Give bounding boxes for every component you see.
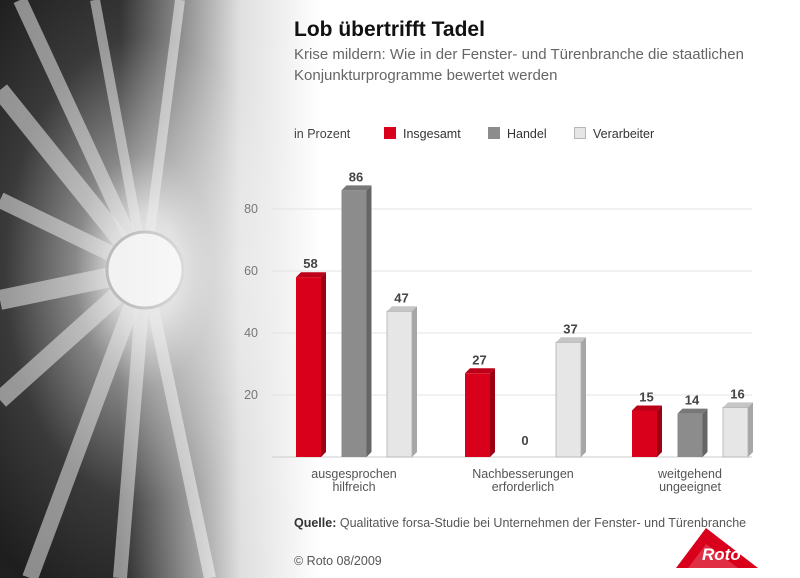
bar-top <box>723 402 753 408</box>
source-text: Qualitative forsa-Studie bei Unternehmen… <box>339 516 747 530</box>
data-label: 86 <box>349 169 363 184</box>
data-label: 27 <box>472 352 486 367</box>
bar <box>632 410 657 457</box>
bar-side <box>581 337 586 457</box>
category-label: hilfreich <box>332 480 375 494</box>
category-label: ungeeignet <box>659 480 721 494</box>
category-label: weitgehend <box>657 467 722 481</box>
bar-side <box>490 368 495 457</box>
bar-side <box>366 185 372 457</box>
y-tick-label: 60 <box>244 264 258 278</box>
data-label: 58 <box>303 256 317 271</box>
bar-top <box>632 405 662 411</box>
chart-subtitle: Krise mildern: Wie in der Fenster- und T… <box>294 46 744 84</box>
y-tick-label: 40 <box>244 326 258 340</box>
category-label: ausgesprochen <box>311 467 397 481</box>
data-label: 15 <box>639 390 653 405</box>
bar-top <box>296 272 326 278</box>
legend-swatch <box>574 127 586 139</box>
roto-logo-text: Roto <box>702 545 741 564</box>
legend-label: Insgesamt <box>403 127 461 141</box>
y-tick-label: 20 <box>244 388 258 402</box>
bar <box>677 413 703 457</box>
data-label: 0 <box>521 433 528 448</box>
bar <box>555 341 582 458</box>
roto-logo <box>676 528 758 568</box>
legend-item-handel: Handel <box>488 127 547 141</box>
data-label: 16 <box>730 386 744 401</box>
bar-top <box>341 185 372 191</box>
y-tick-label: 80 <box>244 202 258 216</box>
category-label: Nachbesserungen <box>472 467 574 481</box>
bar <box>386 310 413 458</box>
bar-side <box>657 405 662 457</box>
bar-side <box>321 272 326 457</box>
data-label: 37 <box>563 321 577 336</box>
bar-side <box>748 402 753 457</box>
bar-top <box>387 306 417 312</box>
bar-side <box>702 408 708 457</box>
category-label: erforderlich <box>492 480 555 494</box>
bar <box>296 277 321 457</box>
bar-top <box>465 368 495 374</box>
copyright: © Roto 08/2009 <box>294 554 382 568</box>
bar-top <box>677 408 708 414</box>
chart-title: Lob übertrifft Tadel <box>294 18 485 41</box>
source-label: Quelle: <box>294 516 337 530</box>
bar-side <box>412 306 417 457</box>
bar <box>465 373 490 457</box>
legend-item-verarbeiter: Verarbeiter <box>574 127 654 141</box>
data-label: 14 <box>685 393 700 408</box>
legend-label: Verarbeiter <box>593 127 655 141</box>
unit-label: in Prozent <box>294 127 351 141</box>
bar <box>341 190 367 457</box>
data-label: 47 <box>394 290 408 305</box>
legend-swatch <box>384 127 396 139</box>
header-photo <box>0 0 330 578</box>
legend-label: Handel <box>507 127 547 141</box>
source-note: Quelle: Qualitative forsa-Studie bei Unt… <box>294 515 746 531</box>
bar <box>722 406 749 458</box>
legend-swatch <box>488 127 500 139</box>
legend-item-insgesamt: Insgesamt <box>384 127 461 141</box>
bar-top <box>556 337 586 343</box>
